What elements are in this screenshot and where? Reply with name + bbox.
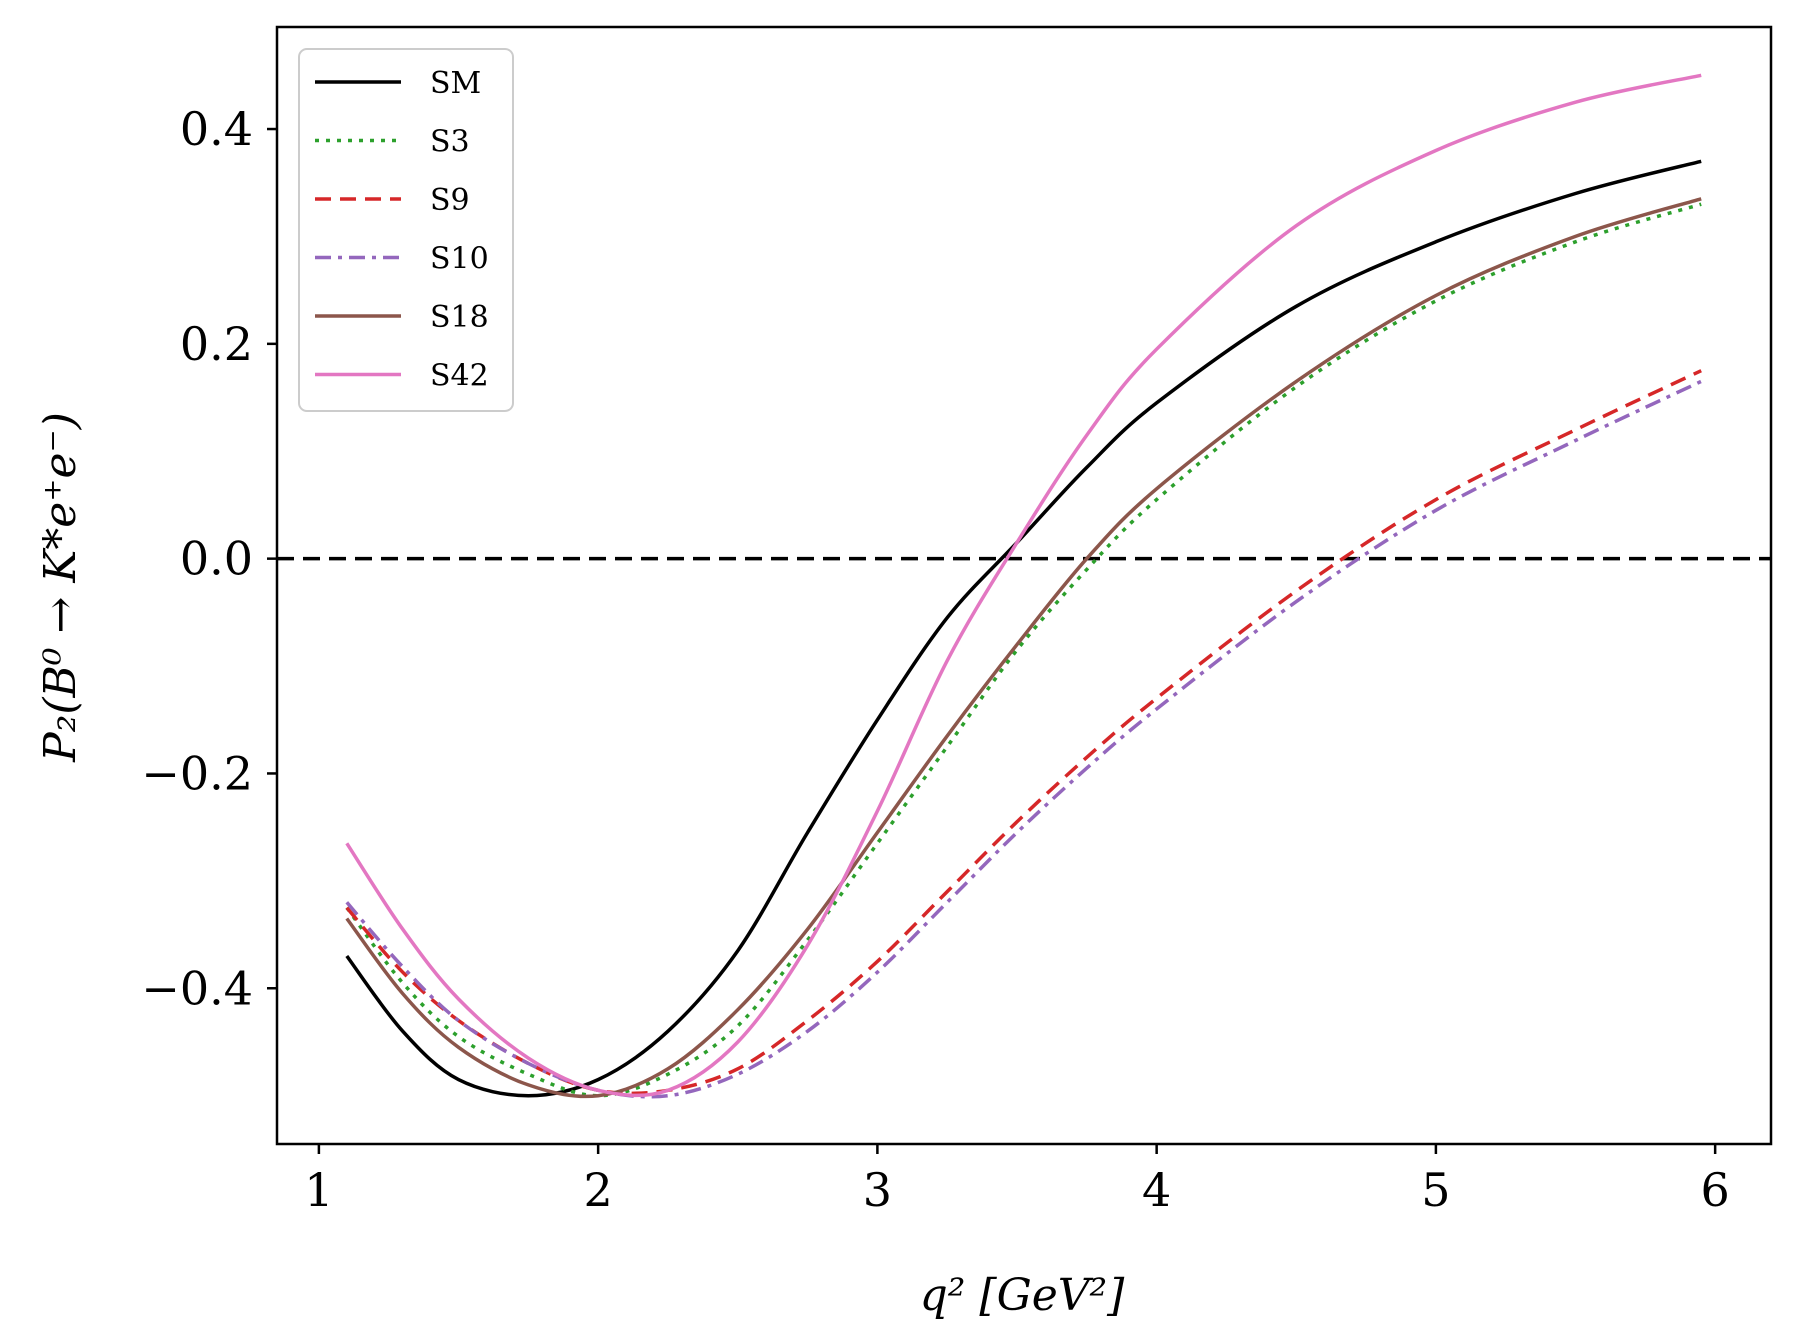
series-line-s10 (345, 379, 1702, 1099)
x-tick-label: 3 (863, 1163, 892, 1217)
legend-label-s18: S18 (430, 300, 489, 335)
tick-layer: 1 2 3 4 5 6 −0.4 −0.2 0.0 0.2 0.4 (141, 102, 1729, 1217)
series-line-s3 (345, 202, 1702, 1098)
y-axis-title: P₂(B⁰ → K*e⁺e⁻) (35, 412, 86, 763)
y-tick-label: 0.2 (180, 317, 253, 371)
x-tick-label: 2 (583, 1163, 612, 1217)
legend: SM S3 S9 S10 S18 S42 (298, 48, 514, 412)
legend-label-s3: S3 (430, 125, 470, 160)
legend-frame (298, 48, 514, 412)
series-layer (277, 73, 1771, 1099)
legend-label-s42: S42 (430, 359, 489, 394)
series-line-s18 (345, 197, 1702, 1099)
x-axis-title: q² [GeV²] (920, 1270, 1126, 1321)
legend-label-s10: S10 (430, 242, 489, 277)
y-tick-label: 0.4 (180, 102, 253, 156)
legend-label-s9: S9 (430, 183, 470, 218)
x-tick-label: 6 (1701, 1163, 1730, 1217)
series-line-sm (345, 159, 1702, 1098)
x-tick-label: 1 (304, 1163, 333, 1217)
x-tick-label: 5 (1421, 1163, 1450, 1217)
y-tick-label: −0.4 (141, 961, 253, 1015)
series-line-s42 (345, 73, 1702, 1098)
plot-frame (275, 25, 1773, 1146)
x-tick-label: 4 (1142, 1163, 1171, 1217)
y-tick-label: 0.0 (180, 532, 253, 586)
y-tick-label: −0.2 (141, 746, 253, 800)
legend-label-sm: SM (430, 66, 481, 101)
